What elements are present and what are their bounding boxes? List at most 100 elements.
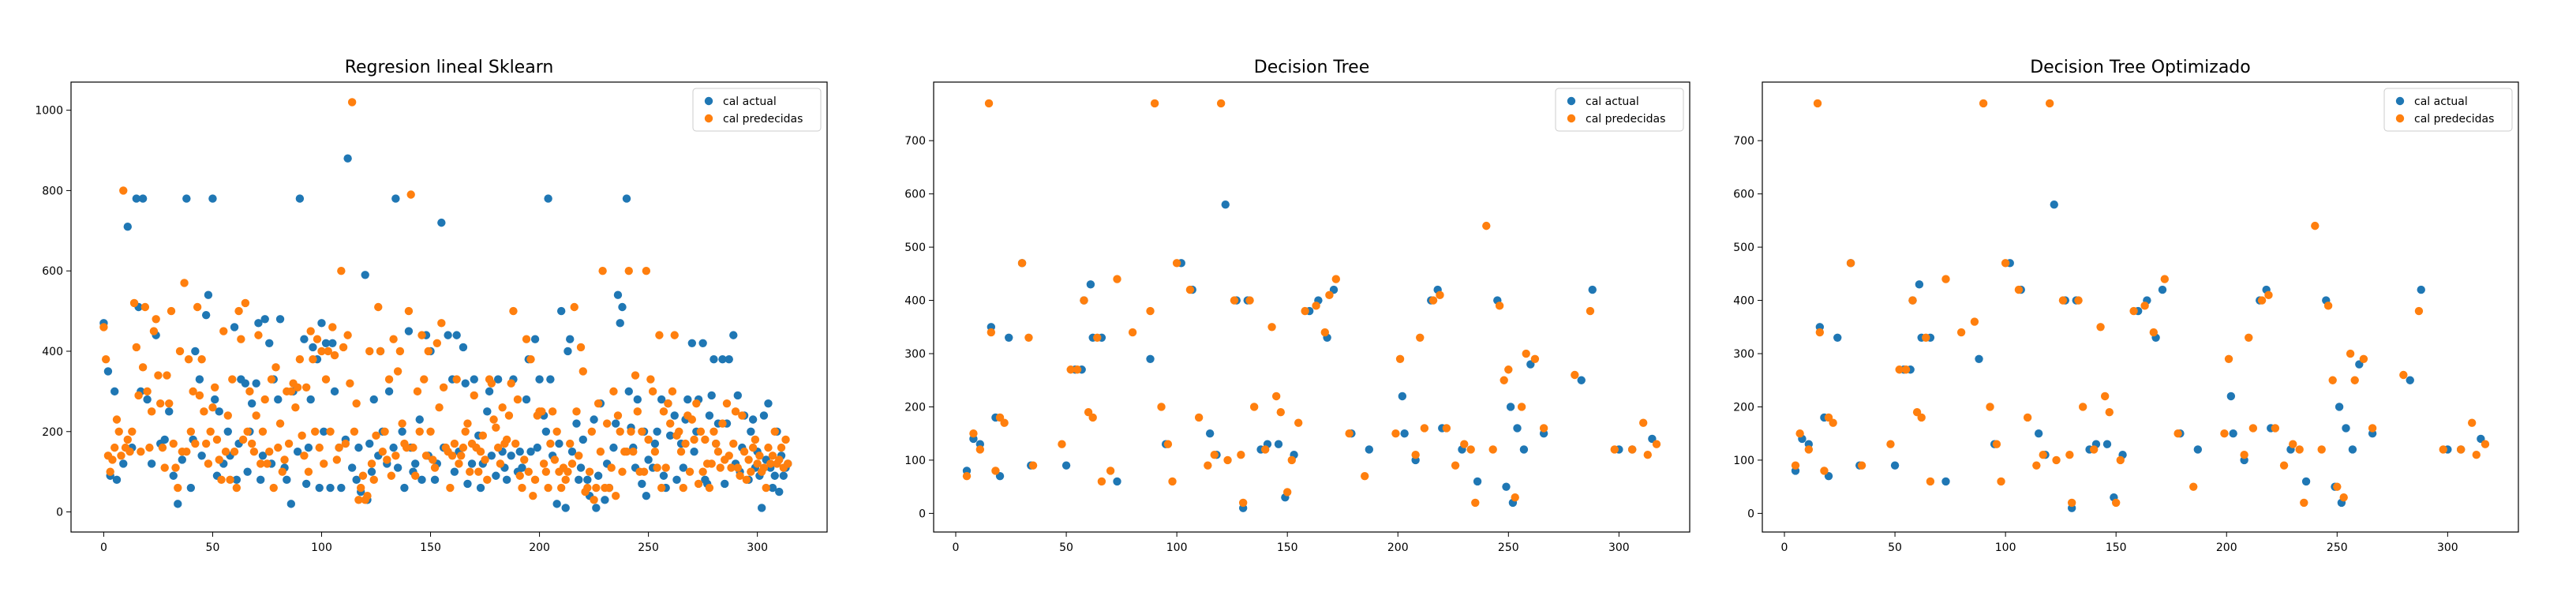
data-point xyxy=(461,379,470,388)
data-point xyxy=(315,483,324,493)
data-point xyxy=(426,427,435,436)
data-point xyxy=(1146,306,1155,316)
data-point xyxy=(731,407,740,416)
x-tick-label: 0 xyxy=(953,541,960,554)
data-point xyxy=(395,347,405,356)
y-tick-label: 600 xyxy=(1733,189,1754,201)
data-point xyxy=(125,448,134,456)
data-point xyxy=(1442,424,1451,433)
x-tick-label: 0 xyxy=(100,541,107,554)
chart-panel-2: Decision Tree 0 50 100 150 200 250 300 0 100 200 30… xyxy=(904,58,1690,554)
data-point xyxy=(655,331,664,339)
data-point xyxy=(1901,365,1911,374)
data-point xyxy=(1513,424,1522,433)
data-point xyxy=(365,347,374,356)
data-point xyxy=(132,343,141,352)
legend-label: cal predecidas xyxy=(1586,113,1665,126)
data-point xyxy=(456,452,466,460)
data-point xyxy=(163,371,171,380)
data-point xyxy=(507,379,515,388)
data-point xyxy=(529,491,537,500)
data-point xyxy=(393,463,402,472)
data-point xyxy=(583,483,592,493)
data-point xyxy=(143,395,152,404)
data-point xyxy=(1172,259,1181,268)
data-point xyxy=(2295,445,2304,454)
data-point xyxy=(301,479,311,489)
data-point xyxy=(2300,498,2308,508)
data-point xyxy=(223,427,232,436)
data-point xyxy=(2323,302,2333,310)
data-point xyxy=(642,491,651,500)
data-point xyxy=(984,99,994,108)
data-point xyxy=(504,411,514,420)
y-tick-label: 300 xyxy=(1733,348,1754,361)
data-point xyxy=(2039,450,2047,459)
data-point xyxy=(748,443,758,452)
data-point xyxy=(191,347,200,356)
data-point xyxy=(372,431,380,440)
data-point xyxy=(576,463,586,472)
data-point xyxy=(256,475,265,485)
data-point xyxy=(189,387,197,396)
data-point xyxy=(1886,440,1895,448)
data-point xyxy=(509,306,518,316)
data-point xyxy=(1997,477,2005,486)
data-point xyxy=(681,439,690,448)
data-point xyxy=(587,427,597,436)
data-point xyxy=(1571,370,1579,380)
data-point xyxy=(374,302,383,312)
data-point xyxy=(1230,296,1239,305)
data-point xyxy=(687,415,697,424)
data-point xyxy=(775,455,784,464)
data-point xyxy=(502,475,511,485)
data-point xyxy=(446,483,455,493)
data-point xyxy=(1833,333,1842,342)
x-tick-label: 50 xyxy=(206,541,220,554)
data-point xyxy=(544,483,552,493)
data-point xyxy=(335,443,343,452)
data-point xyxy=(1857,461,1866,470)
data-point xyxy=(520,455,529,464)
data-point xyxy=(1312,302,1320,310)
data-point xyxy=(328,323,337,332)
data-point xyxy=(555,439,564,448)
data-point xyxy=(2342,424,2350,433)
series-cal-predecidas xyxy=(962,99,1661,508)
data-point xyxy=(219,327,228,335)
data-point xyxy=(707,391,716,400)
data-point xyxy=(492,471,500,480)
data-point xyxy=(629,448,638,456)
data-point xyxy=(352,475,361,485)
data-point xyxy=(751,435,760,444)
data-point xyxy=(455,459,463,468)
data-point xyxy=(2289,440,2297,448)
data-point xyxy=(180,279,189,287)
data-point xyxy=(108,455,117,464)
data-point xyxy=(727,463,736,472)
data-point xyxy=(330,350,339,360)
data-point xyxy=(1956,328,1966,337)
data-point xyxy=(650,448,660,456)
data-point xyxy=(644,435,653,444)
data-point xyxy=(280,455,289,464)
data-point xyxy=(738,411,747,420)
data-point xyxy=(775,487,784,496)
data-point xyxy=(616,427,624,436)
data-point xyxy=(607,463,616,472)
x-tick-label: 250 xyxy=(638,541,659,554)
data-point xyxy=(284,439,294,448)
data-point xyxy=(485,387,494,396)
data-point xyxy=(311,427,320,436)
data-point xyxy=(195,391,204,400)
data-point xyxy=(564,347,572,356)
data-point xyxy=(518,483,526,493)
data-point xyxy=(291,403,300,412)
data-point xyxy=(132,194,141,203)
data-point xyxy=(444,331,452,339)
data-point xyxy=(729,331,738,339)
data-point xyxy=(548,407,557,416)
data-point xyxy=(238,435,248,444)
data-point xyxy=(1846,259,1855,268)
data-point xyxy=(487,379,496,388)
